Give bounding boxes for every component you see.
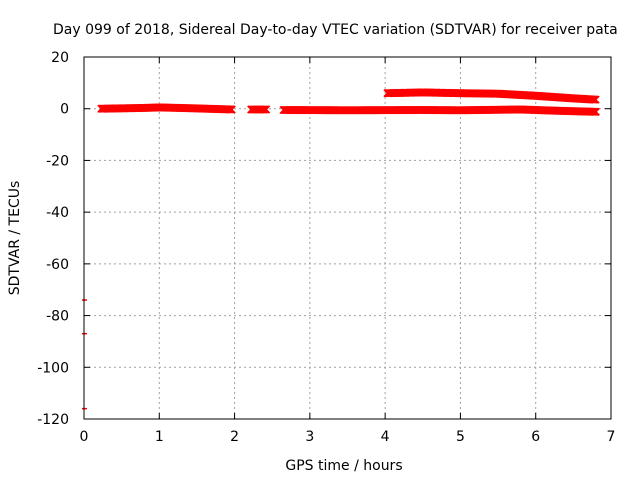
data-point — [591, 107, 600, 116]
x-tick-label: 6 — [531, 429, 540, 445]
y-tick-label: -120 — [37, 412, 69, 428]
y-tick-label: 20 — [51, 50, 69, 66]
y-tick-label: -80 — [46, 309, 69, 325]
x-tick-label: 0 — [80, 429, 89, 445]
data-points — [82, 88, 600, 410]
y-tick-label: -40 — [46, 205, 69, 221]
x-tick-label: 3 — [305, 429, 314, 445]
x-tick-label: 1 — [155, 429, 164, 445]
x-axis-label: GPS time / hours — [285, 458, 402, 474]
tick-labels: 0 1 2 3 4 5 6 7 -120 -100 -80 -60 -40 -20 0 20 — [37, 50, 615, 445]
y-tick-label: -20 — [46, 153, 69, 169]
data-point — [591, 95, 600, 104]
x-tick-label: 7 — [607, 429, 616, 445]
y-tick-label: 0 — [60, 102, 69, 118]
y-tick-label: -100 — [37, 360, 69, 376]
grid — [84, 57, 611, 419]
data-point — [227, 105, 236, 114]
chart-title: Day 099 of 2018, Sidereal Day-to-day VTE… — [53, 22, 618, 38]
x-tick-label: 4 — [381, 429, 390, 445]
axis-ticks — [83, 56, 612, 420]
x-tick-label: 5 — [456, 429, 465, 445]
data-point — [262, 105, 271, 114]
x-tick-label: 2 — [230, 429, 239, 445]
y-axis-label: SDTVAR / TECUs — [7, 181, 23, 296]
y-tick-label: -60 — [46, 257, 69, 273]
plot-frame — [83, 56, 612, 420]
